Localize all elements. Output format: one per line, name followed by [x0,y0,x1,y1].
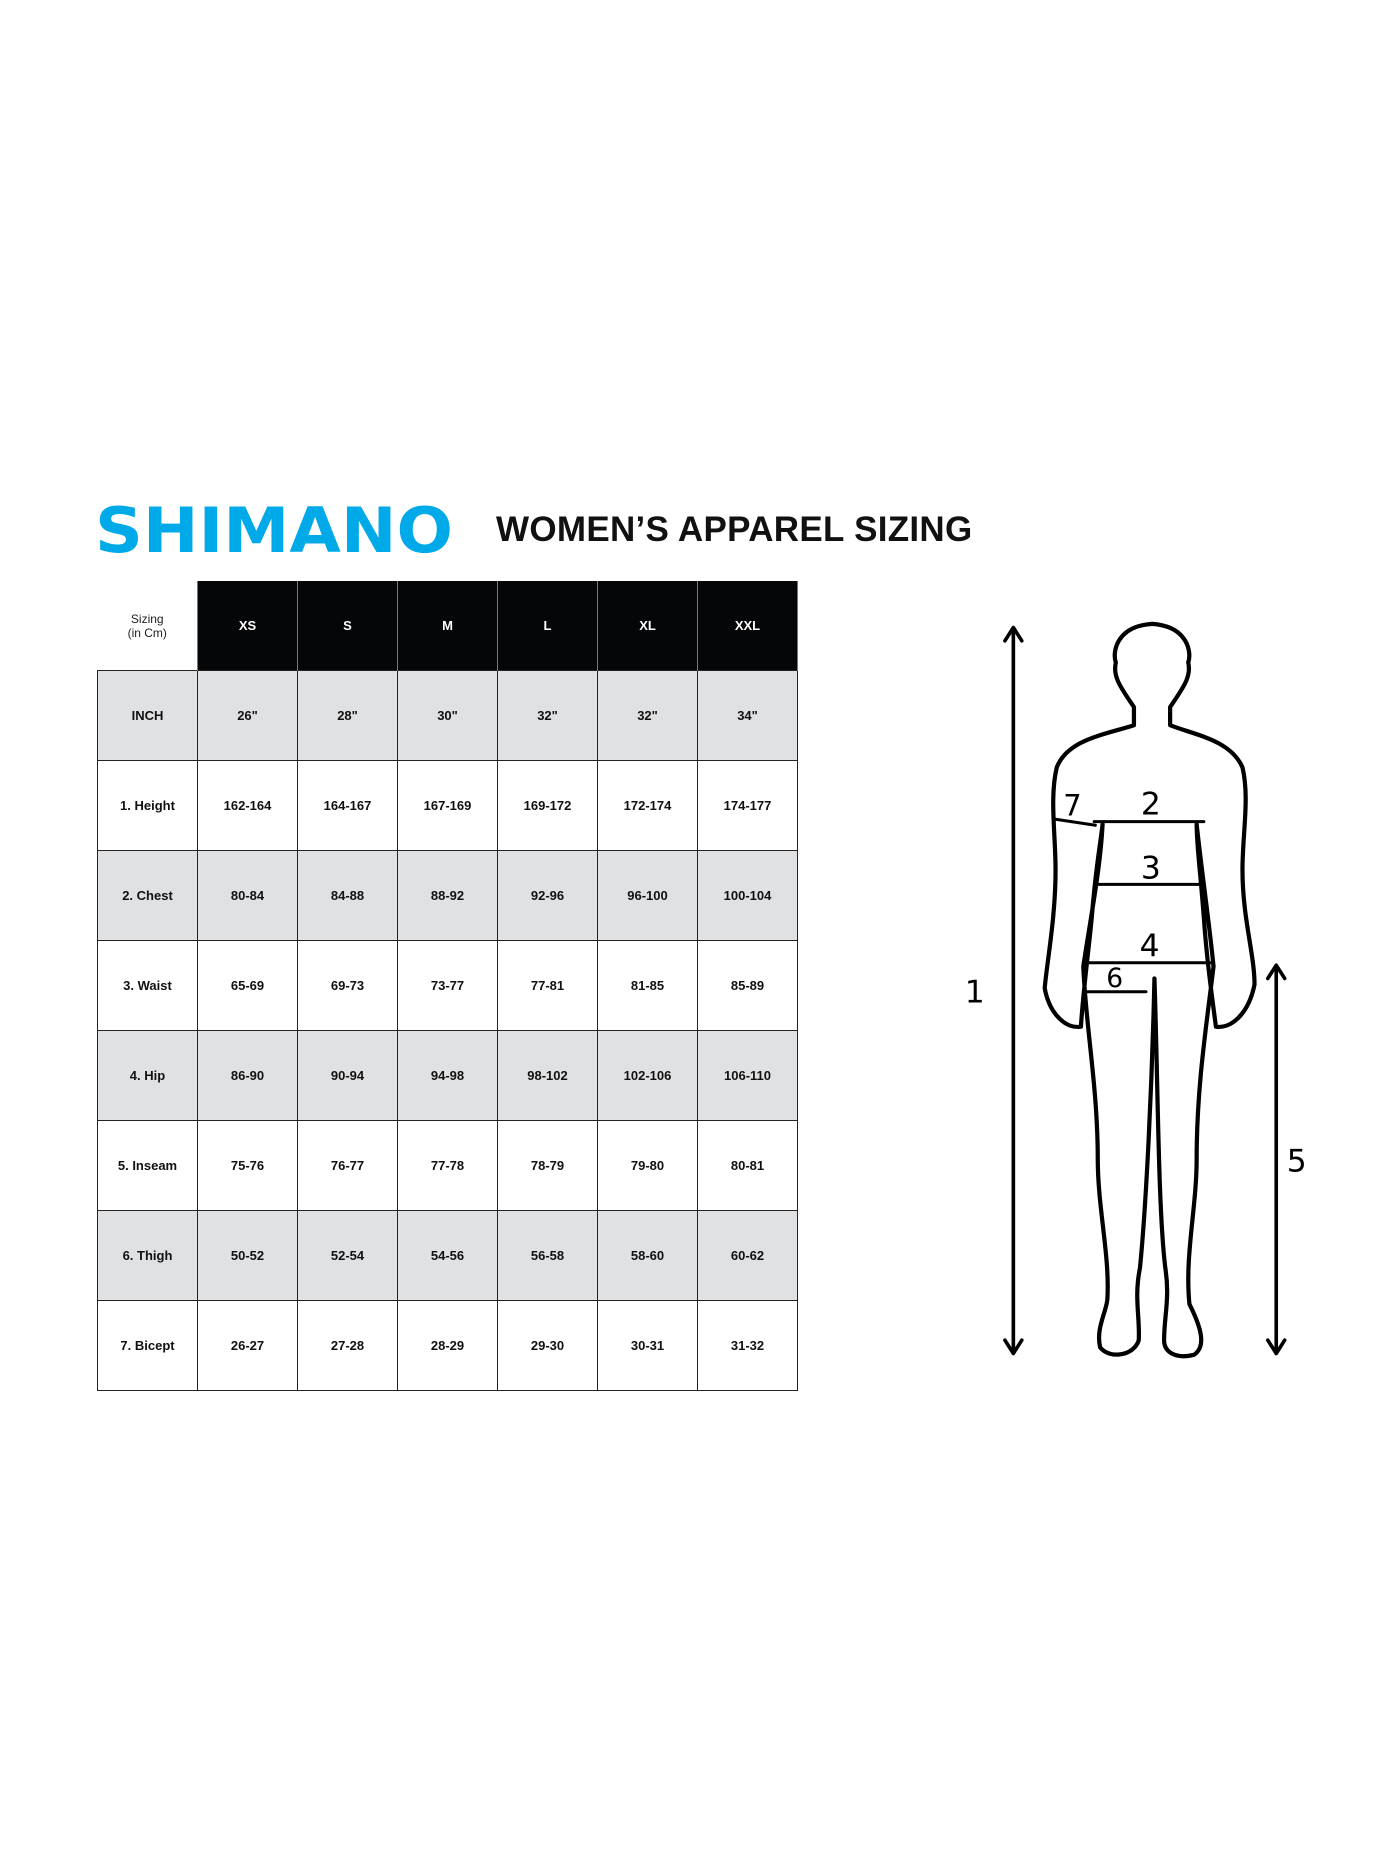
row-label: 3. Waist [97,940,198,1031]
table-cell: 90-94 [297,1030,398,1121]
table-cell: 69-73 [297,940,398,1031]
table-cell: 100-104 [697,850,798,941]
row-label: 5. Inseam [97,1120,198,1211]
table-cell: 75-76 [197,1120,298,1211]
table-row: 4. Hip 86-90 90-94 94-98 98-102 102-106 106-11… [97,1030,798,1121]
table-row: 5. Inseam 75-76 76-77 77-78 78-79 79-80 80-81 [97,1120,798,1211]
marker-chest: 2 [1141,786,1161,822]
table-cell: 85-89 [697,940,798,1031]
size-header-row: Sizing (in Cm) XS S M L XL XXL [97,581,798,671]
size-header: L [497,581,598,671]
table-cell: 28-29 [397,1300,498,1391]
inseam-arrow [1265,963,1287,1356]
size-chart-table: Sizing (in Cm) XS S M L XL XXL INCH 26" 28… [97,581,798,1391]
corner-label: Sizing (in Cm) [97,581,198,671]
height-arrow [1003,625,1024,1356]
table-cell: 58-60 [597,1210,698,1301]
table-cell: 98-102 [497,1030,598,1121]
table-cell: 30" [397,670,498,761]
row-label: 7. Bicept [97,1300,198,1391]
size-header: XL [597,581,698,671]
table-cell: 167-169 [397,760,498,851]
row-label: 2. Chest [97,850,198,941]
table-cell: 54-56 [397,1210,498,1301]
table-row: 1. Height 162-164 164-167 167-169 169-172 172… [97,760,798,851]
table-cell: 81-85 [597,940,698,1031]
body-measurement-figure: 1 2 3 4 5 6 7 [965,621,1307,1359]
shimano-logo: SHIMANO [95,498,453,558]
table-cell: 96-100 [597,850,698,941]
table-cell: 106-110 [697,1030,798,1121]
table-cell: 29-30 [497,1300,598,1391]
marker-waist: 3 [1141,850,1161,886]
marker-inseam: 5 [1287,1143,1307,1179]
row-label: 6. Thigh [97,1210,198,1301]
measurement-lines [1054,817,1214,994]
table-cell: 31-32 [697,1300,798,1391]
table-cell: 73-77 [397,940,498,1031]
table-cell: 169-172 [497,760,598,851]
page-title: WOMEN’S APPAREL SIZING [496,510,973,549]
table-cell: 50-52 [197,1210,298,1301]
size-header: XS [197,581,298,671]
table-cell: 27-28 [297,1300,398,1391]
table-row: 6. Thigh 50-52 52-54 54-56 56-58 58-60 60-62 [97,1210,798,1301]
table-cell: 32" [497,670,598,761]
table-cell: 94-98 [397,1030,498,1121]
table-cell: 26" [197,670,298,761]
table-cell: 162-164 [197,760,298,851]
marker-hip: 4 [1140,929,1160,965]
table-cell: 102-106 [597,1030,698,1121]
size-header: M [397,581,498,671]
size-header: XXL [697,581,798,671]
table-row: 3. Waist 65-69 69-73 73-77 77-81 81-85 85-89 [97,940,798,1031]
table-cell: 34" [697,670,798,761]
table-cell: 92-96 [497,850,598,941]
table-cell: 26-27 [197,1300,298,1391]
size-header: S [297,581,398,671]
table-cell: 172-174 [597,760,698,851]
table-cell: 79-80 [597,1120,698,1211]
body-outline [1042,621,1257,1359]
table-cell: 174-177 [697,760,798,851]
table-cell: 78-79 [497,1120,598,1211]
marker-height: 1 [965,975,985,1011]
table-cell: 77-81 [497,940,598,1031]
table-cell: 88-92 [397,850,498,941]
table-cell: 56-58 [497,1210,598,1301]
table-cell: 28" [297,670,398,761]
svg-text:SHIMANO: SHIMANO [95,498,453,558]
table-cell: 52-54 [297,1210,398,1301]
table-row: 2. Chest 80-84 84-88 88-92 92-96 96-100 100-10… [97,850,798,941]
table-cell: 164-167 [297,760,398,851]
table-row: INCH 26" 28" 30" 32" 32" 34" [97,670,798,761]
table-cell: 86-90 [197,1030,298,1121]
table-cell: 77-78 [397,1120,498,1211]
table-cell: 65-69 [197,940,298,1031]
table-cell: 80-81 [697,1120,798,1211]
table-cell: 80-84 [197,850,298,941]
table-cell: 84-88 [297,850,398,941]
row-label: 1. Height [97,760,198,851]
table-cell: 30-31 [597,1300,698,1391]
marker-thigh: 6 [1106,963,1123,994]
table-cell: 76-77 [297,1120,398,1211]
table-cell: 32" [597,670,698,761]
row-label: INCH [97,670,198,761]
table-row: 7. Bicept 26-27 27-28 28-29 29-30 30-31 31-32 [97,1300,798,1391]
table-cell: 60-62 [697,1210,798,1301]
row-label: 4. Hip [97,1030,198,1121]
marker-bicep: 7 [1063,789,1081,823]
